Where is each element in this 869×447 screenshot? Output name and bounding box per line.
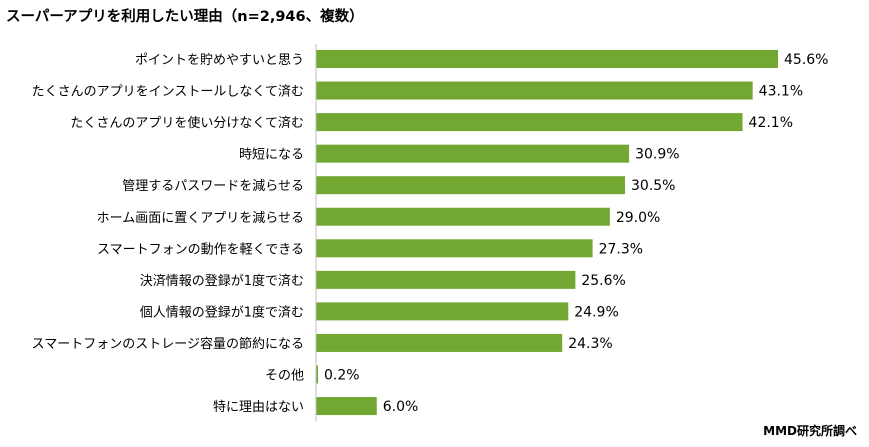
data-label: 6.0% xyxy=(383,399,419,415)
bar xyxy=(316,207,610,226)
data-label: 29.0% xyxy=(616,210,660,226)
category-label: その他 xyxy=(265,369,304,384)
bar xyxy=(316,365,319,384)
category-label: 決済情報の登録が1度で済む xyxy=(140,273,304,289)
bar xyxy=(316,50,778,68)
category-label: 管理するパスワードを減らせる xyxy=(122,178,304,194)
bar xyxy=(316,270,576,289)
data-label: 30.9% xyxy=(635,147,679,163)
category-label: 個人情報の登録が1度で済む xyxy=(140,304,304,320)
category-label: スマートフォンのストレージ容量の節約になる xyxy=(32,336,304,352)
bar xyxy=(316,397,377,416)
data-label: 24.9% xyxy=(574,304,618,320)
data-label: 0.2% xyxy=(324,368,360,384)
chart-title: スーパーアプリを利用したい理由（n=2,946、複数） xyxy=(6,9,364,25)
data-label: 42.1% xyxy=(749,115,793,131)
bar xyxy=(316,176,626,195)
data-label: 30.5% xyxy=(631,178,675,194)
bar xyxy=(316,113,743,132)
category-label: ポイントを貯めやすいと思う xyxy=(135,53,304,68)
bar xyxy=(316,333,563,352)
source-note: MMD研究所調べ xyxy=(763,424,857,438)
data-label: 27.3% xyxy=(599,241,643,257)
data-label: 25.6% xyxy=(581,273,625,289)
category-label: 特に理由はない xyxy=(213,400,304,415)
bar xyxy=(316,239,593,258)
bar xyxy=(316,81,753,100)
category-label: 時短になる xyxy=(239,148,304,163)
category-label: たくさんのアプリをインストールしなくて済む xyxy=(32,84,304,100)
category-label: たくさんのアプリを使い分けなくて済む xyxy=(70,115,304,131)
bar xyxy=(316,302,569,321)
data-label: 45.6% xyxy=(784,52,828,68)
category-label: スマートフォンの動作を軽くできる xyxy=(97,242,304,257)
data-label: 24.3% xyxy=(568,336,612,352)
data-label: 43.1% xyxy=(759,84,803,100)
category-label: ホーム画面に置くアプリを減らせる xyxy=(97,210,304,226)
bar xyxy=(316,144,630,163)
